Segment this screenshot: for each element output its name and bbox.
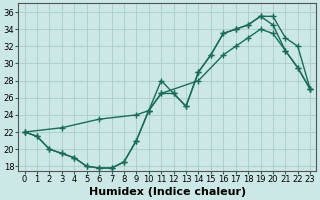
X-axis label: Humidex (Indice chaleur): Humidex (Indice chaleur) [89, 187, 246, 197]
